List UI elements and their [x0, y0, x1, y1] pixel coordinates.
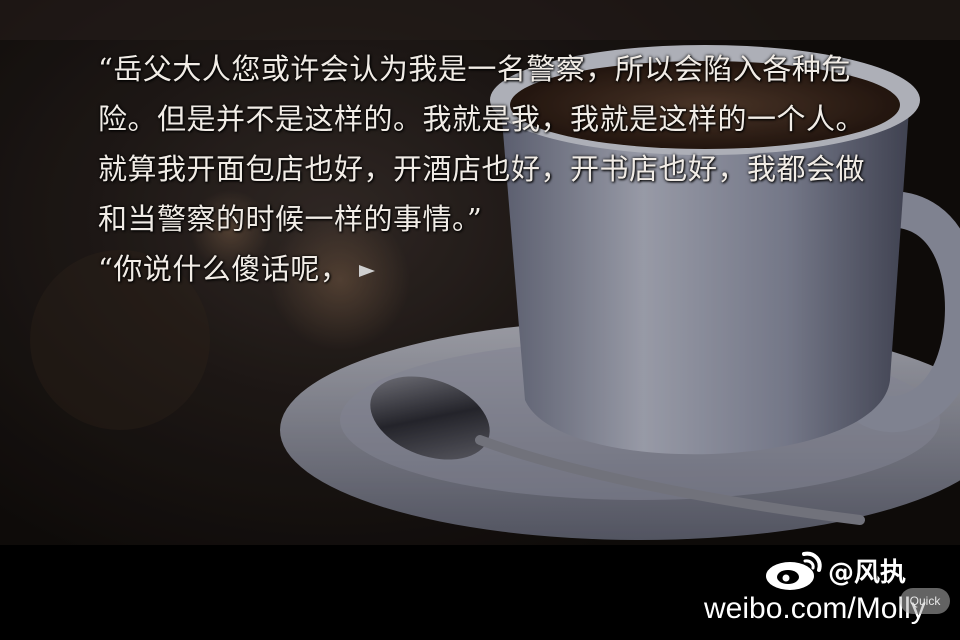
coffee-cup-illustration	[0, 0, 960, 540]
dialogue-paragraph-1: “岳父大人您或许会认为我是一名警察，所以会陷入各种危险。但是并不是这样的。我就是…	[98, 52, 866, 236]
quick-button[interactable]: Quick	[900, 588, 950, 614]
weibo-logo-icon	[766, 551, 822, 590]
weibo-handle: @风执	[828, 558, 907, 588]
weibo-url: weibo.com/Molly	[704, 592, 926, 625]
dialogue-paragraph-2-text: “你说什么傻话呢，	[98, 252, 350, 286]
next-arrow-icon[interactable]	[359, 265, 376, 277]
dialogue-paragraph-2: “你说什么傻话呢，	[98, 244, 868, 294]
bottom-bar	[0, 545, 960, 640]
dialogue-box[interactable]: “岳父大人您或许会认为我是一名警察，所以会陷入各种危险。但是并不是这样的。我就是…	[98, 44, 868, 294]
background-scene: “岳父大人您或许会认为我是一名警察，所以会陷入各种危险。但是并不是这样的。我就是…	[0, 0, 960, 545]
watermark: @风执 weibo.com/Molly Quick	[704, 544, 954, 634]
